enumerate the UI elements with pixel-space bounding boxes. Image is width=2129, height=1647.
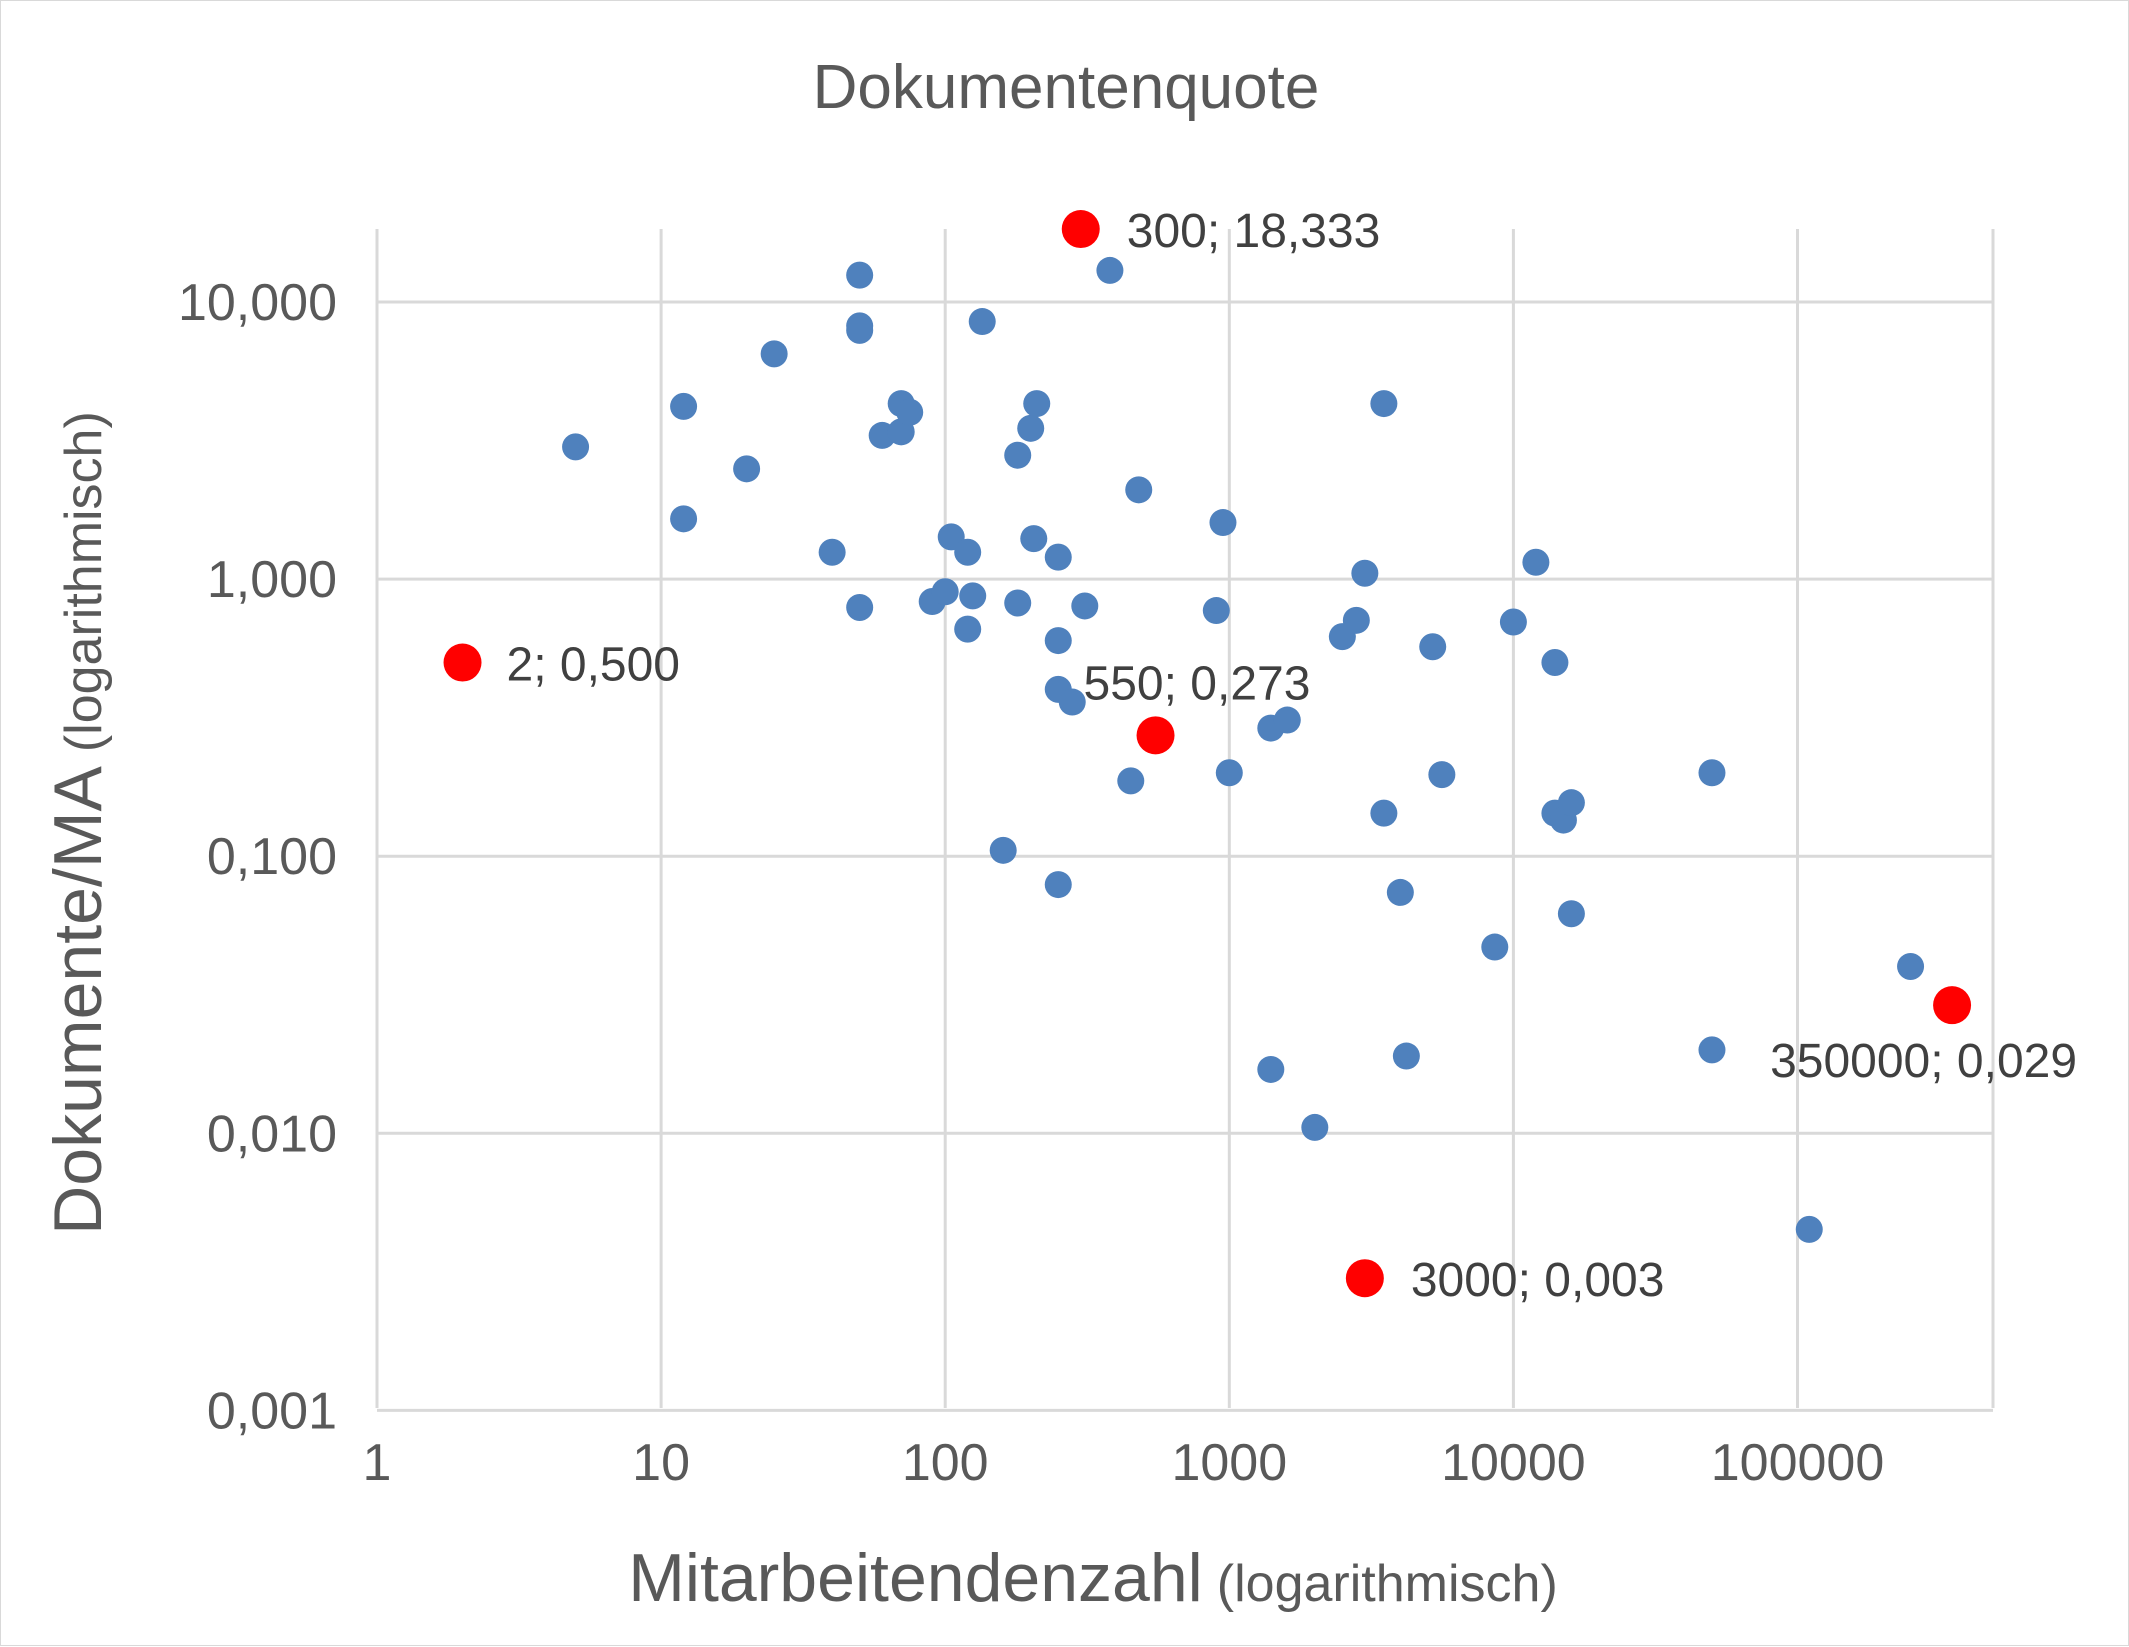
x-tick-label: 100: [902, 1434, 989, 1492]
data-point: [733, 455, 761, 483]
data-point: [1273, 706, 1301, 734]
data-point: [1698, 1036, 1726, 1064]
data-point: [1044, 543, 1072, 571]
data-point: [896, 398, 924, 426]
data-point: [931, 578, 959, 606]
data-point: [670, 505, 698, 533]
x-axis-label: Mitarbeitendenzahl: [628, 1540, 1203, 1616]
y-axis-title: Dokumente/MA (logarithmisch): [40, 411, 116, 1235]
x-tick-label: 1000: [1171, 1434, 1287, 1492]
data-point: [1202, 597, 1230, 625]
x-tick-label: 1: [363, 1434, 392, 1492]
data-point: [1481, 933, 1509, 961]
x-tick-labels: 1 10 100 1000 10000 100000: [363, 1434, 1885, 1492]
highlighted-data-point: [1345, 1259, 1384, 1298]
data-points: [443, 210, 1972, 1298]
data-label: 350000; 0,029: [1770, 1035, 2077, 1088]
data-label: 2; 0,500: [507, 639, 680, 692]
data-point: [1557, 900, 1585, 928]
data-point: [562, 433, 590, 461]
data-point: [1020, 525, 1048, 553]
data-point: [1557, 789, 1585, 817]
data-point: [1125, 476, 1153, 504]
data-point: [1215, 759, 1243, 787]
data-point: [1209, 509, 1237, 537]
data-point: [760, 340, 788, 368]
data-point: [1257, 1055, 1285, 1083]
data-point: [1301, 1113, 1329, 1141]
y-tick-labels: 0,001 0,010 0,100 1,000 10,000: [178, 274, 337, 1440]
data-point: [989, 836, 1017, 864]
y-tick-label: 0,001: [207, 1382, 337, 1440]
data-point: [1522, 548, 1550, 576]
y-axis-label-note: (logarithmisch): [55, 411, 113, 752]
highlighted-data-point: [1136, 716, 1175, 755]
data-point: [818, 538, 846, 566]
data-label: 300; 18,333: [1127, 205, 1381, 258]
data-point: [1419, 633, 1447, 661]
data-point: [1351, 559, 1379, 587]
data-point: [959, 582, 987, 610]
data-point: [1004, 441, 1032, 469]
x-tick-label: 10: [632, 1434, 690, 1492]
data-point: [968, 308, 996, 336]
data-point: [954, 615, 982, 643]
data-point: [670, 392, 698, 420]
data-point: [846, 593, 874, 621]
data-point: [1795, 1215, 1823, 1243]
y-tick-label: 1,000: [207, 551, 337, 609]
data-point: [846, 261, 874, 289]
data-point: [1017, 414, 1045, 442]
data-point: [1698, 759, 1726, 787]
x-axis-title: Mitarbeitendenzahl (logarithmisch): [628, 1540, 1558, 1616]
data-point: [954, 538, 982, 566]
data-point: [1096, 256, 1124, 284]
y-axis-label: Dokumente/MA: [40, 766, 116, 1235]
data-point: [1044, 627, 1072, 655]
data-point: [1004, 589, 1032, 617]
highlighted-data-point: [1061, 210, 1100, 249]
data-point: [1117, 767, 1145, 795]
gridlines: [375, 229, 1995, 1412]
data-point: [1541, 649, 1569, 677]
data-point: [1370, 799, 1398, 827]
y-tick-label: 0,010: [207, 1105, 337, 1163]
data-point: [1392, 1042, 1420, 1070]
data-point: [1428, 761, 1456, 789]
x-tick-label: 10000: [1441, 1434, 1586, 1492]
data-point: [1370, 390, 1398, 418]
chart-title: Dokumentenquote: [813, 53, 1320, 122]
data-point: [1342, 606, 1370, 634]
data-point: [1044, 871, 1072, 899]
x-tick-label: 100000: [1711, 1434, 1885, 1492]
data-point: [1058, 688, 1086, 716]
data-labels: 2; 0,500 300; 18,333 550; 0,273 3000; 0,003…: [507, 205, 2078, 1307]
data-point: [1071, 592, 1099, 620]
data-label: 3000; 0,003: [1411, 1254, 1665, 1307]
data-label: 550; 0,273: [1084, 657, 1311, 710]
data-point: [1897, 952, 1925, 980]
data-point: [846, 316, 874, 344]
data-point: [1499, 608, 1527, 636]
data-point: [1023, 390, 1051, 418]
y-tick-label: 10,000: [178, 274, 337, 332]
highlighted-data-point: [443, 643, 482, 682]
highlighted-data-point: [1933, 986, 1972, 1025]
y-tick-label: 0,100: [207, 828, 337, 886]
data-point: [1386, 878, 1414, 906]
x-axis-label-note: (logarithmisch): [1217, 1555, 1558, 1613]
